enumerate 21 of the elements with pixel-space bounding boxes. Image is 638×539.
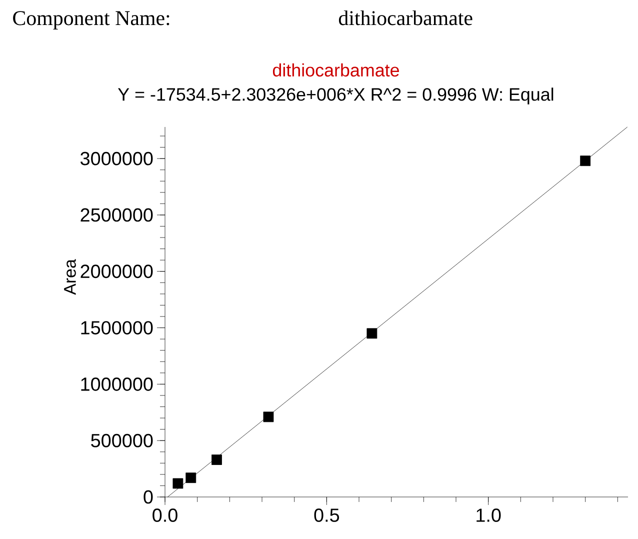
x-tick-label: 1.0 xyxy=(476,508,501,522)
point xyxy=(366,328,378,339)
y-tick-label: 2000000 xyxy=(80,264,153,278)
text: dithiocarbamate xyxy=(338,10,472,26)
text: Component Name: xyxy=(13,11,170,30)
chart-title: dithiocarbamate xyxy=(272,63,399,77)
y-tick-label: 1500000 xyxy=(81,321,153,334)
point xyxy=(172,478,184,489)
y-tick-label: 500000 xyxy=(91,434,153,448)
x-tick-label: 0.5 xyxy=(314,508,340,522)
y-tick-label: 0 xyxy=(144,490,153,504)
point xyxy=(186,472,196,484)
point xyxy=(263,412,274,422)
x-tick-label: 0.0 xyxy=(152,508,178,522)
y-tick-label: 3000000 xyxy=(80,152,153,166)
y-tick-label: 2500000 xyxy=(80,208,153,222)
point xyxy=(212,454,222,465)
chart-subtitle: Y = -17534.5+2.30326e+006*X R^2 = 0.9996 W: Equal xyxy=(118,88,554,104)
point xyxy=(580,156,591,166)
y-tick-label: 1000000 xyxy=(81,377,153,391)
y-axis-title: Area xyxy=(64,259,76,295)
